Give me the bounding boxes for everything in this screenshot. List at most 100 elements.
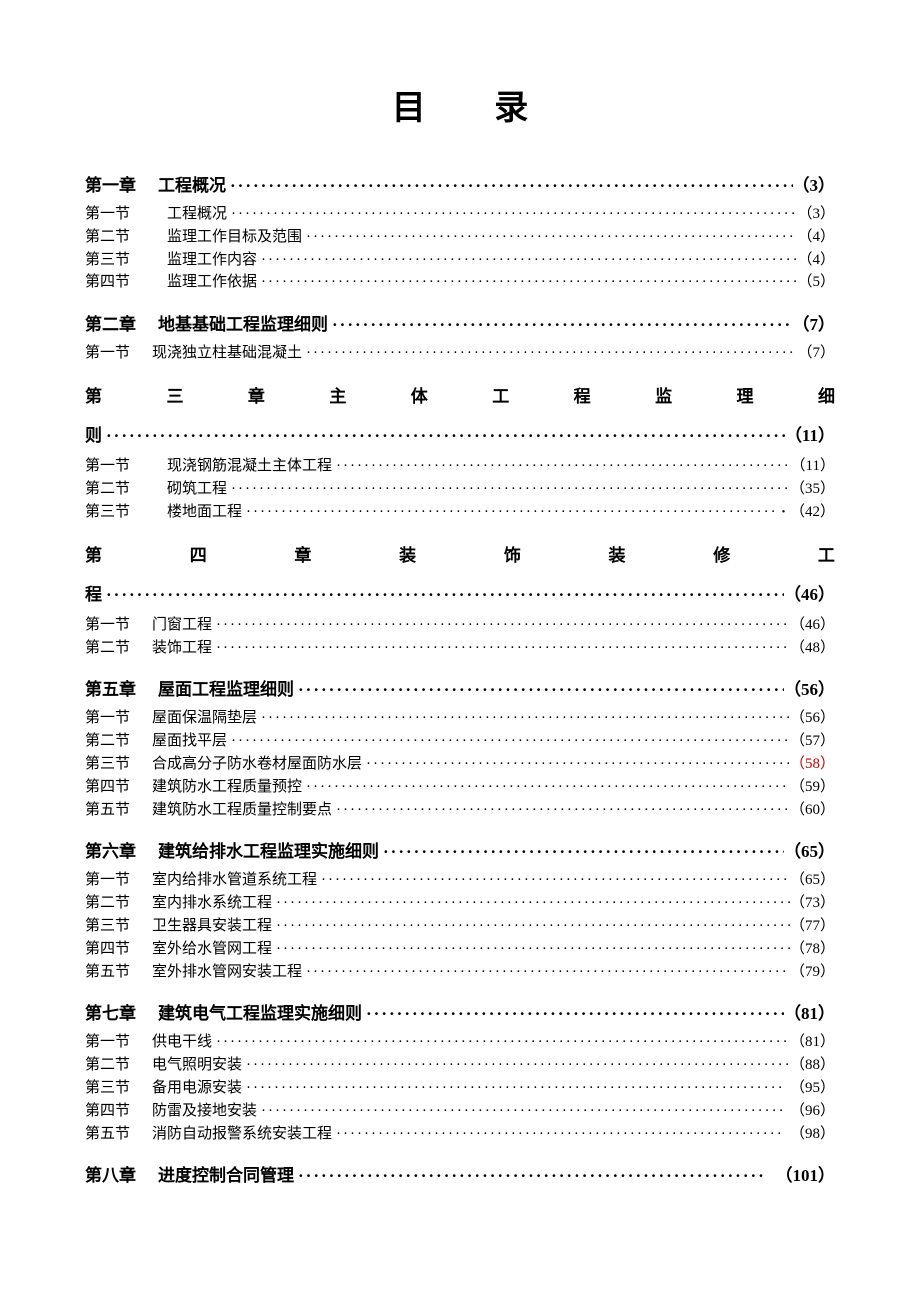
spacer: [782, 1077, 790, 1100]
section-label: 第二节: [85, 1054, 130, 1077]
chapter-row: 第八章进度控制合同管理·····························…: [85, 1159, 835, 1193]
section-title: 电气照明安装: [152, 1054, 242, 1077]
section-title: 消防自动报警系统安装工程: [152, 1123, 332, 1146]
section-page: （42）: [790, 501, 835, 524]
section-row: 第五节建筑防水工程质量控制要点·························…: [85, 799, 835, 822]
section-title: 建筑防水工程质量控制要点: [152, 799, 332, 822]
section-label: 第二节: [85, 730, 130, 753]
section-row: 第四节室外给水管网工程·····························…: [85, 938, 835, 961]
leader-dots: ········································…: [212, 614, 790, 637]
section-row: 第二节装饰工程·································…: [85, 637, 835, 660]
section-title: 现浇钢筋混凝土主体工程: [167, 455, 332, 478]
leader-dots: ········································…: [242, 1054, 790, 1077]
section-page: （59）: [790, 776, 835, 799]
leader-dots: ········································…: [332, 799, 790, 822]
section-row: 第一节屋面保温隔垫层······························…: [85, 707, 835, 730]
toc-title: 目 录: [85, 80, 835, 129]
section-page: （79）: [790, 961, 835, 984]
char: 第: [85, 536, 102, 575]
chapter-row: 第五章屋面工程监理细则·····························…: [85, 673, 835, 707]
section-row: 第一节供电干线·································…: [85, 1031, 835, 1054]
char: 装: [609, 536, 626, 575]
section-row: 第一节门窗工程·································…: [85, 614, 835, 637]
chapter-row: 第六章建筑给排水工程监理实施细则························…: [85, 835, 835, 869]
section-page: （5）: [797, 271, 835, 294]
char: 四: [190, 536, 207, 575]
chapter-title-suffix: 则: [85, 416, 102, 455]
section-page: （60）: [790, 799, 835, 822]
section-title: 室内给排水管道系统工程: [152, 869, 317, 892]
char: 三: [166, 377, 183, 416]
section-title: 工程概况: [167, 203, 227, 226]
section-title: 室外排水管网安装工程: [152, 961, 302, 984]
section-row: 第三节备用电源安装·······························…: [85, 1077, 835, 1100]
char: 第: [85, 377, 102, 416]
chapter-row: 第七章建筑电气工程监理实施细则·························…: [85, 997, 835, 1031]
section-row: 第一节现浇钢筋混凝土主体工程··························…: [85, 455, 835, 478]
leader-dots: ········································…: [242, 1077, 782, 1100]
section-label: 第一节: [85, 707, 130, 730]
section-label: 第一节: [85, 614, 130, 637]
char: 体: [411, 377, 428, 416]
leader-dots: ········································…: [302, 342, 797, 365]
section-page: （4）: [797, 226, 835, 249]
chapter-title: 屋面工程监理细则: [158, 673, 294, 707]
chapter-row: 第一章工程概况·································…: [85, 169, 835, 203]
section-title: 门窗工程: [152, 614, 212, 637]
leader-dots: ········································…: [272, 938, 790, 961]
chapter-label: 第五章: [85, 673, 136, 707]
leader-dots: ········································…: [227, 478, 790, 501]
section-page: （73）: [790, 892, 835, 915]
char: 饰: [504, 536, 521, 575]
section-row: 第一节工程概况·································…: [85, 203, 835, 226]
chapter-page: （11）: [785, 416, 835, 455]
chapter-title: 地基基础工程监理细则: [158, 308, 328, 342]
section-row: 第三节合成高分子防水卷材屋面防水层·······················…: [85, 753, 835, 776]
section-row: 第四节防雷及接地安装······························…: [85, 1100, 835, 1123]
chapter-page: （3）: [793, 169, 836, 203]
section-row: 第三节监理工作内容·······························…: [85, 249, 835, 272]
leader-dots: ········································…: [242, 501, 777, 524]
leader-dots: ········································…: [302, 226, 797, 249]
leader-dots: ········································…: [226, 169, 793, 203]
leader-dots: ········································…: [212, 1031, 790, 1054]
leader-dots: ········································…: [257, 249, 797, 272]
leader-dots: ········································…: [272, 915, 790, 938]
section-label: 第五节: [85, 799, 130, 822]
leader-dots: ········································…: [317, 869, 790, 892]
char: 章: [248, 377, 265, 416]
section-label: 第一节: [85, 869, 130, 892]
section-label: 第一节: [85, 455, 130, 478]
char: 装: [399, 536, 416, 575]
section-row: 第三节卫生器具安装工程·····························…: [85, 915, 835, 938]
leader-dots: ········································…: [212, 637, 790, 660]
chapter-label: 第一章: [85, 169, 136, 203]
section-label: 第四节: [85, 271, 130, 294]
section-page: （7）: [797, 342, 835, 365]
leader-dots: ········································…: [294, 673, 784, 707]
section-row: 第二节室内排水系统工程·····························…: [85, 892, 835, 915]
chapter-line2: 则·······································…: [85, 416, 835, 455]
spacer: [782, 1123, 790, 1146]
section-row: 第四节建筑防水工程质量预控···························…: [85, 776, 835, 799]
leader-dots: ········································…: [102, 575, 784, 614]
section-page: （57）: [790, 730, 835, 753]
section-title: 屋面保温隔垫层: [152, 707, 257, 730]
chapter-page: （56）: [784, 673, 835, 707]
leader-dots: ········································…: [257, 707, 790, 730]
section-row: 第二节电气照明安装·······························…: [85, 1054, 835, 1077]
section-page: （35）: [790, 478, 835, 501]
chapter-label: 第八章: [85, 1159, 136, 1193]
char: 程: [574, 377, 591, 416]
section-page: （11）: [791, 455, 835, 478]
section-page: （88）: [790, 1054, 835, 1077]
section-row: 第三节楼地面工程································…: [85, 501, 835, 524]
section-title: 供电干线: [152, 1031, 212, 1054]
chapter-line2: 程·······································…: [85, 575, 835, 614]
section-label: 第五节: [85, 1123, 130, 1146]
leader-dots: ········································…: [257, 1100, 782, 1123]
section-title: 室外给水管网工程: [152, 938, 272, 961]
section-page: （56）: [790, 707, 835, 730]
chapter-title: 建筑给排水工程监理实施细则: [158, 835, 379, 869]
section-label: 第二节: [85, 478, 130, 501]
